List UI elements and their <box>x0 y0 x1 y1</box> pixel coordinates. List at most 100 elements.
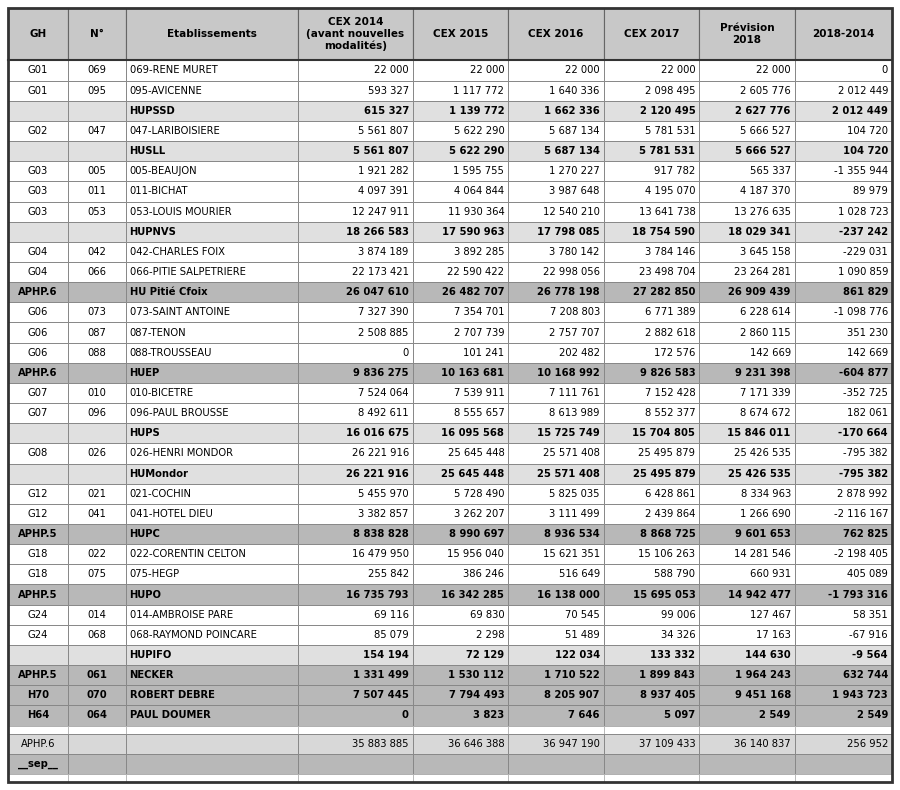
Bar <box>8 645 68 665</box>
Bar <box>508 625 604 645</box>
Bar <box>604 282 699 303</box>
Text: 99 006: 99 006 <box>661 610 696 619</box>
Bar <box>68 754 126 774</box>
Bar <box>68 645 126 665</box>
Text: 066: 066 <box>87 267 106 277</box>
Text: 12 247 911: 12 247 911 <box>352 206 409 216</box>
Text: 15 106 263: 15 106 263 <box>638 549 696 559</box>
Bar <box>298 8 413 60</box>
Bar <box>604 201 699 222</box>
Bar <box>8 303 68 322</box>
Bar <box>298 504 413 524</box>
Bar <box>298 564 413 585</box>
Bar <box>68 303 126 322</box>
Bar <box>699 222 795 242</box>
Bar <box>298 423 413 443</box>
Bar <box>795 423 892 443</box>
Text: GH: GH <box>30 29 47 40</box>
Bar <box>508 8 604 60</box>
Text: 075-HEGP: 075-HEGP <box>130 570 180 579</box>
Bar <box>298 303 413 322</box>
Text: G03: G03 <box>28 166 49 176</box>
Text: 2 439 864: 2 439 864 <box>645 509 696 519</box>
Text: 172 576: 172 576 <box>654 348 696 358</box>
Text: 25 426 535: 25 426 535 <box>728 468 791 479</box>
Text: 15 725 749: 15 725 749 <box>537 428 599 438</box>
Bar <box>795 774 892 782</box>
Text: 26 221 916: 26 221 916 <box>346 468 409 479</box>
Bar <box>126 754 298 774</box>
Bar <box>298 403 413 423</box>
Bar <box>795 383 892 403</box>
Bar <box>298 322 413 343</box>
Bar <box>68 242 126 262</box>
Text: 8 552 377: 8 552 377 <box>644 408 696 418</box>
Text: 7 524 064: 7 524 064 <box>358 388 409 398</box>
Bar <box>795 363 892 383</box>
Bar <box>604 604 699 625</box>
Bar <box>413 464 508 483</box>
Bar <box>699 774 795 782</box>
Bar <box>413 685 508 705</box>
Bar <box>8 544 68 564</box>
Text: 16 016 675: 16 016 675 <box>346 428 409 438</box>
Text: 25 645 448: 25 645 448 <box>447 449 504 458</box>
Text: 1 331 499: 1 331 499 <box>353 670 409 680</box>
Text: 122 034: 122 034 <box>554 650 599 660</box>
Bar <box>68 483 126 504</box>
Bar <box>604 262 699 282</box>
Text: 5 561 807: 5 561 807 <box>358 126 409 136</box>
Bar <box>298 363 413 383</box>
Text: G02: G02 <box>28 126 49 136</box>
Bar <box>298 464 413 483</box>
Bar <box>68 322 126 343</box>
Bar <box>699 725 795 734</box>
Text: 22 000: 22 000 <box>661 66 696 76</box>
Text: 565 337: 565 337 <box>750 166 791 176</box>
Bar <box>68 625 126 645</box>
Text: 104 720: 104 720 <box>847 126 888 136</box>
Bar <box>795 625 892 645</box>
Bar <box>699 685 795 705</box>
Bar <box>126 121 298 141</box>
Bar <box>508 121 604 141</box>
Bar <box>68 383 126 403</box>
Text: 133 332: 133 332 <box>651 650 696 660</box>
Bar <box>413 645 508 665</box>
Text: 6 771 389: 6 771 389 <box>644 307 696 318</box>
Text: 9 231 398: 9 231 398 <box>735 368 791 378</box>
Bar <box>508 262 604 282</box>
Bar <box>795 242 892 262</box>
Bar <box>413 161 508 182</box>
Bar <box>413 725 508 734</box>
Bar <box>8 585 68 604</box>
Text: 5 781 531: 5 781 531 <box>644 126 696 136</box>
Bar <box>795 754 892 774</box>
Bar <box>413 121 508 141</box>
Text: 516 649: 516 649 <box>559 570 599 579</box>
Bar <box>795 161 892 182</box>
Text: 096-PAUL BROUSSE: 096-PAUL BROUSSE <box>130 408 228 418</box>
Text: 070: 070 <box>86 690 107 700</box>
Bar <box>126 665 298 685</box>
Text: 053-LOUIS MOURIER: 053-LOUIS MOURIER <box>130 206 231 216</box>
Bar <box>8 504 68 524</box>
Text: 8 937 405: 8 937 405 <box>640 690 696 700</box>
Text: 7 794 493: 7 794 493 <box>449 690 504 700</box>
Bar <box>413 403 508 423</box>
Text: 8 555 657: 8 555 657 <box>454 408 504 418</box>
Text: 16 735 793: 16 735 793 <box>346 589 409 600</box>
Text: -1 355 944: -1 355 944 <box>834 166 888 176</box>
Bar <box>699 303 795 322</box>
Text: 2 120 495: 2 120 495 <box>640 106 696 116</box>
Bar <box>298 705 413 725</box>
Bar <box>699 242 795 262</box>
Bar <box>413 504 508 524</box>
Bar <box>795 504 892 524</box>
Text: 8 674 672: 8 674 672 <box>740 408 791 418</box>
Text: 85 079: 85 079 <box>374 630 409 640</box>
Text: 25 571 408: 25 571 408 <box>543 449 599 458</box>
Bar <box>8 8 68 60</box>
Bar <box>795 443 892 464</box>
Text: H64: H64 <box>27 710 50 720</box>
